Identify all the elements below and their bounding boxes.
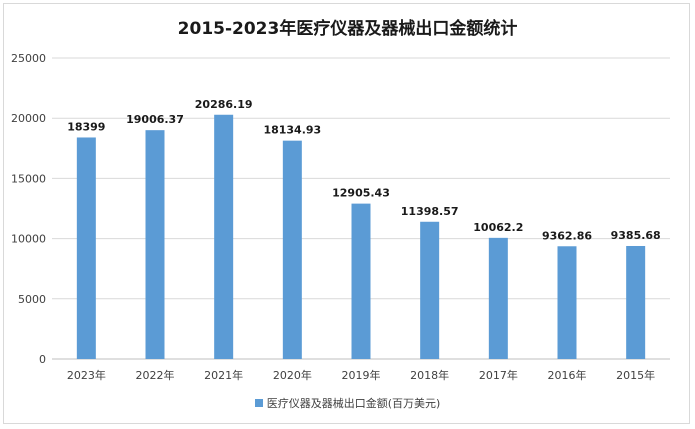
bar [557, 246, 577, 359]
x-axis: 2023年 2022年 2021年 2020年 2019年 2018年 2017年 2016年… [67, 368, 655, 382]
x-tick-label: 2023年 [67, 368, 106, 382]
y-tick-label: 0 [39, 353, 46, 366]
bar [282, 140, 302, 359]
chart-title: 2015-2023年医疗仪器及器械出口金额统计 [177, 19, 518, 39]
bar [626, 245, 646, 359]
data-label: 18134.93 [263, 124, 321, 137]
data-label: 12905.43 [332, 187, 390, 200]
x-tick-label: 2016年 [548, 368, 587, 382]
bar [214, 114, 234, 359]
bars [76, 114, 646, 359]
x-tick-label: 2020年 [273, 368, 312, 382]
data-label: 19006.37 [126, 113, 184, 126]
data-label: 18399 [67, 120, 105, 133]
bar [420, 221, 440, 359]
y-tick-label: 25000 [11, 52, 46, 65]
legend-swatch [254, 399, 263, 407]
bar [351, 203, 371, 359]
y-tick-label: 15000 [11, 172, 46, 185]
y-axis: 0 5000 10000 15000 20000 25000 [11, 52, 46, 366]
bar [145, 130, 165, 359]
y-tick-label: 20000 [11, 112, 46, 125]
data-label: 20286.19 [195, 98, 253, 111]
data-label: 11398.57 [401, 205, 459, 218]
x-tick-label: 2021年 [204, 368, 243, 382]
x-tick-label: 2022年 [136, 368, 175, 382]
legend: 医疗仪器及器械出口金额(百万美元) [0, 395, 695, 411]
bar [488, 237, 508, 359]
x-tick-label: 2017年 [479, 368, 518, 382]
data-label: 9362.86 [542, 229, 592, 242]
x-tick-label: 2018年 [410, 368, 449, 382]
data-labels: 18399 19006.37 20286.19 18134.93 12905.43 113… [67, 98, 661, 243]
y-tick-label: 10000 [11, 233, 46, 246]
y-tick-label: 5000 [18, 293, 46, 306]
data-label: 9385.68 [611, 229, 661, 242]
bar [76, 137, 96, 359]
x-tick-label: 2019年 [342, 368, 381, 382]
data-label: 10062.2 [473, 221, 523, 234]
x-tick-label: 2015年 [616, 368, 655, 382]
legend-label: 医疗仪器及器械出口金额(百万美元) [266, 397, 441, 410]
